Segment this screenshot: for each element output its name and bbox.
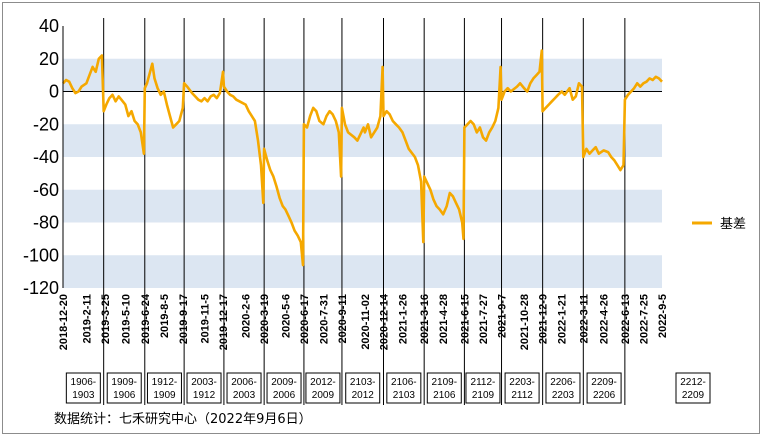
contract-label-line: 2203 (552, 390, 575, 401)
x-tick-label: 2020-2-6 (241, 294, 253, 338)
contract-label-line: 2109- (431, 377, 457, 388)
x-tick-label: 2019-9-17 (178, 294, 190, 344)
chart-frame (2, 2, 760, 434)
y-tick-label: -100 (23, 245, 59, 265)
x-tick-label: 2019-3-25 (100, 294, 112, 344)
x-tick-label: 2020-3-19 (259, 294, 271, 344)
contract-box (266, 372, 302, 404)
contract-label-line: 2006- (231, 377, 257, 388)
x-tick-label: 2020-12-14 (378, 293, 390, 350)
x-tick-label: 2021-4-28 (438, 294, 450, 344)
contract-label-line: 2206- (550, 377, 576, 388)
x-tick-label: 2022-9-5 (657, 294, 669, 338)
contract-label-line: 2009- (271, 377, 297, 388)
y-tick-label: -40 (33, 147, 59, 167)
contract-labels: 1906- 1903 1909- 1906 1912- 1909 2003- 1912 2006… (65, 372, 711, 404)
x-tick-label: 2019-2-11 (81, 294, 93, 344)
contract-label-line: 1909- (111, 377, 137, 388)
contract-box (305, 372, 341, 404)
contract-label-line: 2003- (191, 377, 217, 388)
legend: 基差 (692, 217, 746, 232)
source-note: 数据统计：七禾研究中心（2022年9月6日） (54, 412, 312, 427)
x-tick-label: 2019-6-24 (140, 293, 152, 344)
x-tick-label: 2020-7-31 (318, 294, 330, 344)
contract-label-line: 1903 (72, 390, 95, 401)
contract-box (426, 372, 462, 404)
y-tick-label: -120 (23, 278, 59, 298)
x-tick-label: 2022-3-11 (578, 294, 590, 344)
x-tick-label: 2019-11-5 (199, 294, 211, 344)
y-tick-label: -80 (33, 213, 59, 233)
contract-label-line: 1912 (193, 390, 216, 401)
contract-label-line: 2209- (591, 377, 617, 388)
y-tick-label: -60 (33, 180, 59, 200)
contract-box (504, 372, 540, 404)
x-tick-label: 2021-7-27 (478, 294, 490, 344)
contract-label-line: 1906 (113, 390, 136, 401)
x-tick-label: 2021-6-15 (459, 294, 471, 344)
x-tick-label: 2021-3-16 (419, 294, 431, 344)
contract-label-line: 2012 (352, 390, 375, 401)
contract-box (186, 372, 222, 404)
y-tick-label: -20 (33, 114, 59, 134)
contract-box (386, 372, 422, 404)
contract-label-line: 2212- (680, 377, 706, 388)
contract-box (226, 372, 262, 404)
y-tick-label: 40 (39, 16, 59, 36)
basis-series (62, 49, 663, 267)
contract-box (465, 372, 501, 404)
x-tick-label: 2022-6-13 (620, 294, 632, 344)
x-tick-label: 2022-7-25 (638, 294, 650, 344)
contract-label-line: 1906- (71, 377, 97, 388)
x-tick-label: 2019-5-10 (120, 294, 132, 344)
contract-label-line: 2103- (350, 377, 376, 388)
x-tick-label: 2020-6-17 (299, 294, 311, 344)
contract-label-line: 2106- (391, 377, 417, 388)
contract-label-line: 1909 (153, 390, 176, 401)
contract-label-line: 2112 (511, 390, 533, 401)
x-tick-label: 2018-12-20 (58, 294, 70, 350)
x-tick-label: 2022-1-21 (557, 294, 569, 344)
x-tick-label: 2020-11-02 (360, 294, 372, 350)
contract-label-line: 2003 (233, 390, 256, 401)
contract-label-line: 2103 (393, 390, 416, 401)
y-tick-label: 0 (49, 82, 59, 102)
contract-label-line: 2006 (273, 390, 296, 401)
series-line-basis (62, 49, 663, 267)
contract-box (106, 372, 142, 404)
x-tick-label: 2021-1-26 (398, 294, 410, 344)
x-tick-label: 2021-12-9 (538, 294, 550, 344)
contract-label-line: 2203- (509, 377, 535, 388)
x-tick-label: 2020-9-11 (337, 294, 349, 344)
y-tick-labels: 40 20 0 -20 -40 -60 -80 -100 -120 (23, 16, 59, 298)
contract-label-line: 1912- (152, 377, 178, 388)
contract-label-line: 2206 (593, 390, 616, 401)
legend-label: 基差 (720, 217, 746, 232)
contract-label-line: 2109 (472, 390, 495, 401)
contract-label-line: 2209 (682, 390, 705, 401)
contract-box (545, 372, 581, 404)
x-tick-labels: 2018-12-20 2019-2-11 2019-3-25 2019-5-10 201… (58, 293, 669, 350)
contract-label-line: 2106 (433, 390, 456, 401)
band-3 (63, 255, 662, 288)
contract-label-line: 2012- (310, 377, 336, 388)
contract-box (675, 372, 711, 404)
contract-label-line: 2112- (471, 377, 496, 388)
contract-label-line: 2009 (312, 390, 335, 401)
x-tick-label: 2019-12-17 (218, 294, 230, 350)
x-tick-label: 2021-10-28 (519, 294, 531, 350)
x-tick-label: 2020-5-6 (280, 294, 292, 338)
contract-box (65, 372, 101, 404)
y-tick-label: 20 (39, 49, 59, 69)
x-tick-label: 2022-4-26 (599, 294, 611, 344)
contract-box (345, 372, 381, 404)
band-2 (63, 189, 662, 223)
x-tick-label: 2019-8-5 (159, 294, 171, 338)
contract-box (586, 372, 622, 404)
contract-box (146, 372, 182, 404)
x-tick-label: 2021-9-7 (497, 294, 509, 338)
band-0 (63, 58, 662, 92)
